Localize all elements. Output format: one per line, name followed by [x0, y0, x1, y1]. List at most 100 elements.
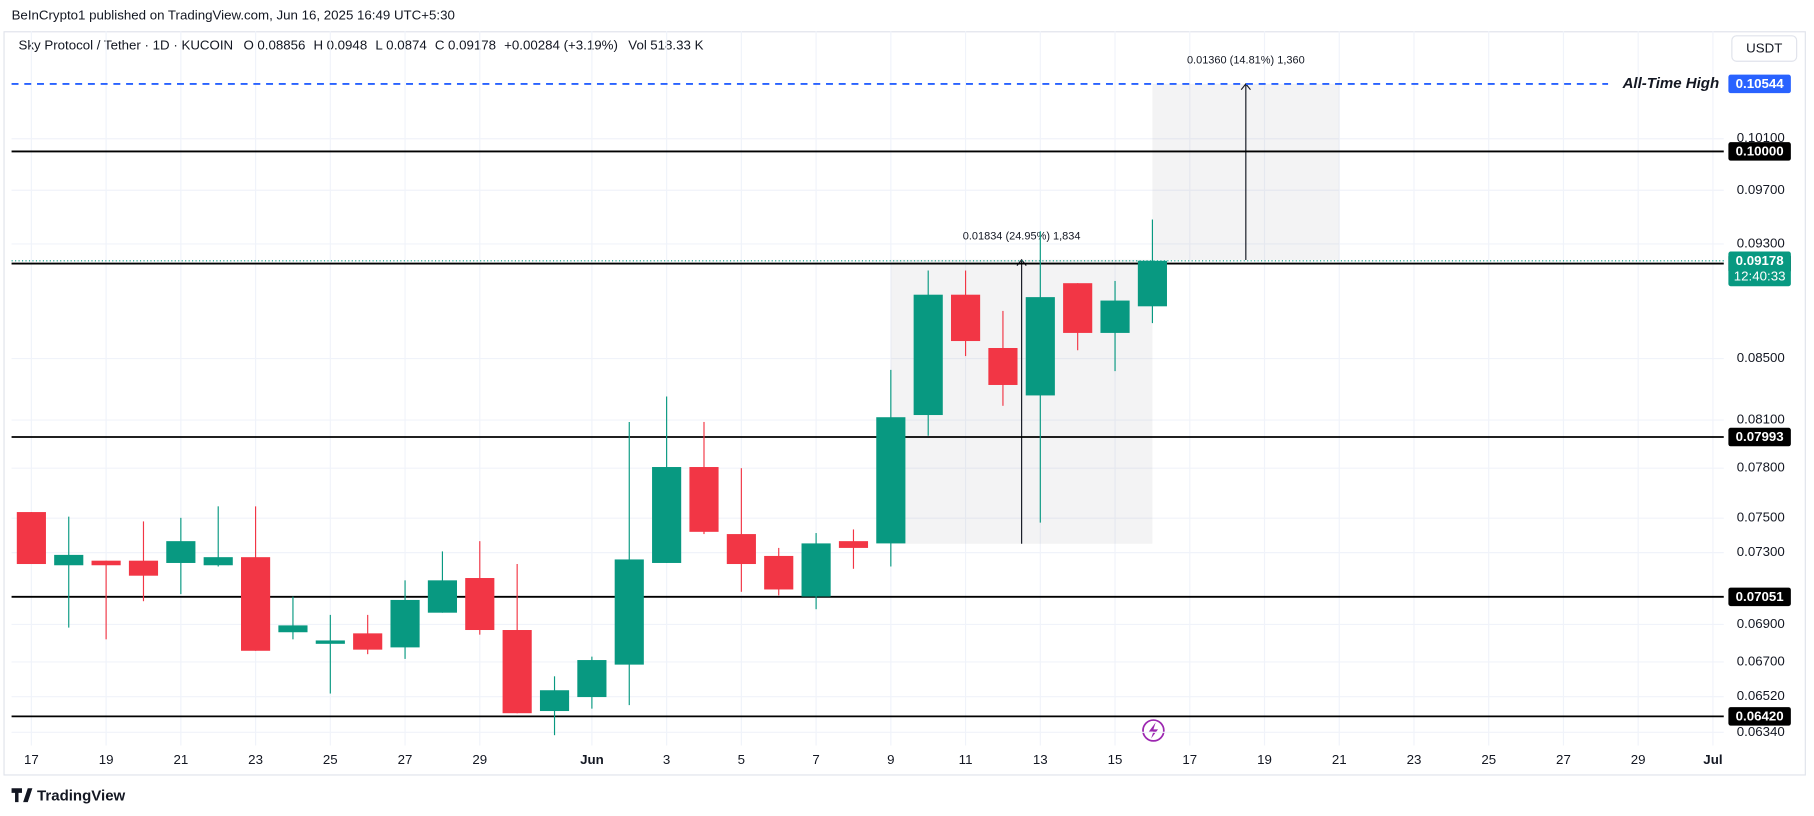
y-tick-label: 0.06340 [1737, 724, 1785, 739]
measure-label: 0.01834 (24.95%) 1,834 [963, 231, 1081, 243]
price-label-bg [1728, 74, 1791, 94]
candle-body [577, 660, 607, 698]
level-annotation: All-Time High [1622, 75, 1720, 92]
measure-label: 0.01360 (14.81%) 1,360 [1187, 55, 1305, 67]
price-label: 0.07993 [1736, 429, 1784, 444]
currency[interactable]: USDT [1746, 41, 1782, 56]
legend-text: L [375, 38, 382, 53]
x-tick-label: 21 [1332, 752, 1347, 767]
x-tick-label: 19 [99, 752, 114, 767]
x-tick-label: 15 [1108, 752, 1123, 767]
event-icon[interactable] [1142, 719, 1165, 742]
frame [3, 31, 1806, 776]
candle-body [689, 467, 719, 532]
candle-body [278, 625, 308, 633]
y-tick-label: 0.07500 [1737, 510, 1785, 525]
x-tick-label: 25 [323, 752, 338, 767]
x-tick-label: 13 [1033, 752, 1048, 767]
candle-body [652, 467, 682, 563]
x-tick-label: 29 [1631, 752, 1646, 767]
y-tick-label: 0.09300 [1737, 235, 1785, 250]
candle-body [315, 640, 345, 644]
publisher: BeInCrypto1 published on TradingView.com… [12, 8, 455, 23]
x-tick-label: 19 [1257, 752, 1272, 767]
currency-box[interactable] [1731, 35, 1798, 62]
candle-body [166, 541, 196, 563]
x-tick-label: Jun [580, 752, 604, 767]
candle-body [241, 557, 271, 651]
x-tick-label: 9 [887, 752, 894, 767]
x-tick-label: 23 [1407, 752, 1422, 767]
measure-arrowhead [1240, 82, 1251, 91]
candle-body [16, 512, 46, 565]
legend-text: 0.09178 [448, 38, 496, 53]
y-tick-label: 0.06700 [1737, 653, 1785, 668]
price-label: 0.10544 [1736, 76, 1785, 91]
countdown: 12:40:33 [1734, 268, 1786, 283]
legend-text: O [244, 38, 254, 53]
candle-body [54, 554, 84, 566]
legend-text: 0.08856 [257, 38, 305, 53]
candle-body [614, 559, 644, 665]
x-tick-label: 11 [959, 752, 973, 767]
candle-body [91, 560, 121, 566]
x-tick-label: 7 [812, 752, 819, 767]
brand-logo [11, 788, 33, 803]
candle-body [1100, 300, 1130, 333]
candle-body [838, 541, 869, 548]
x-tick-label: 23 [248, 752, 263, 767]
candle-body [764, 555, 794, 590]
legend-text: +0.00284 (+3.19%) [504, 38, 618, 53]
candle-body [1025, 297, 1055, 396]
candle-body [913, 294, 943, 416]
legend-text: H [314, 38, 324, 53]
x-tick-label: 27 [1556, 752, 1571, 767]
legend-text: Vol [628, 38, 647, 53]
candle-body [726, 534, 756, 565]
last-price-bg [1728, 251, 1791, 287]
price-label-bg [1728, 427, 1791, 447]
candle-body [390, 599, 420, 648]
y-tick-label: 0.08500 [1737, 350, 1785, 365]
y-tick-label: 0.06520 [1737, 688, 1785, 703]
price-label-bg [1728, 707, 1791, 726]
candle-body [465, 578, 495, 631]
candle-body [427, 580, 457, 613]
candle-body [203, 557, 233, 566]
x-tick-label: Jul [1703, 752, 1722, 767]
candle-body [353, 633, 383, 650]
candle-body [128, 560, 159, 576]
x-tick-label: 17 [24, 752, 39, 767]
legend-text: 518.33 K [650, 38, 703, 53]
candle-body [539, 690, 570, 712]
x-tick-label: 21 [173, 752, 188, 767]
x-tick-label: 27 [398, 752, 413, 767]
brand: TradingView [37, 787, 126, 804]
price-label: 0.10000 [1736, 144, 1784, 159]
y-tick-label: 0.07300 [1737, 544, 1785, 559]
last-price: 0.09178 [1736, 253, 1784, 268]
candle-body [1063, 283, 1093, 333]
y-tick-label: 0.06900 [1737, 616, 1785, 631]
price-label: 0.07051 [1736, 589, 1785, 604]
y-tick-label: 0.07800 [1737, 460, 1785, 475]
legend-text: Sky Protocol / Tether · 1D · KUCOIN [19, 38, 234, 53]
price-label: 0.06420 [1736, 708, 1784, 723]
candle-body [988, 348, 1018, 385]
price-label-bg [1728, 587, 1791, 607]
candle-body [1137, 260, 1167, 307]
x-tick-label: 29 [472, 752, 487, 767]
y-tick-label: 0.09700 [1737, 182, 1785, 197]
y-tick-label: 0.08100 [1737, 412, 1785, 427]
legend-text: C [435, 38, 445, 53]
y-tick-label: 0.10100 [1737, 130, 1785, 145]
candle-body [950, 294, 981, 342]
x-tick-label: 25 [1481, 752, 1496, 767]
legend-text: 0.0948 [327, 38, 368, 53]
legend-text: 0.0874 [386, 38, 427, 53]
x-tick-label: 17 [1182, 752, 1197, 767]
price-label-bg [1728, 142, 1791, 161]
